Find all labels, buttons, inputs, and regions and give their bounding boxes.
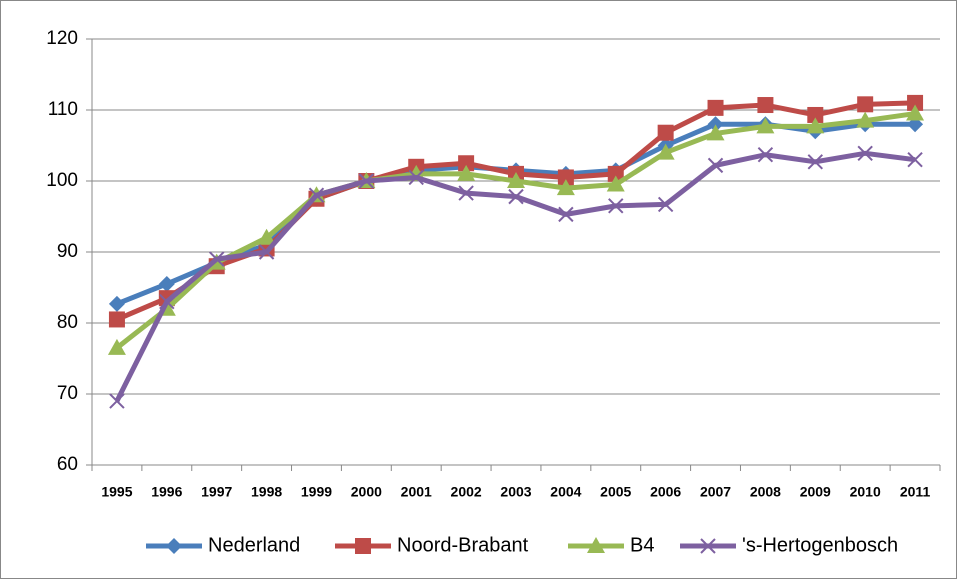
legend-item: Noord-Brabant — [335, 534, 529, 556]
marker — [108, 311, 125, 328]
marker — [857, 96, 874, 113]
x-tick-label: 2001 — [401, 484, 432, 500]
marker — [606, 175, 625, 192]
x-tick-label: 2007 — [700, 484, 731, 500]
x-tick-label: 2008 — [750, 484, 781, 500]
y-tick-label: 70 — [57, 383, 78, 404]
marker — [107, 338, 126, 355]
marker — [806, 117, 825, 134]
legend-item: B4 — [568, 534, 654, 556]
x-tick-label: 1998 — [251, 484, 282, 500]
marker — [457, 164, 476, 181]
marker — [756, 117, 775, 134]
marker — [159, 293, 175, 310]
marker — [608, 198, 624, 214]
y-tick-label: 100 — [46, 170, 78, 191]
marker — [508, 188, 524, 205]
y-tick-label: 120 — [46, 28, 78, 49]
marker — [907, 94, 924, 111]
x-tick-label: 2011 — [900, 484, 931, 500]
x-tick-label: 1999 — [301, 484, 332, 500]
marker — [355, 538, 371, 554]
marker — [587, 537, 605, 553]
marker — [856, 111, 875, 128]
legend-label: 's-Hertogenbosch — [742, 534, 898, 556]
x-tick-label: 1997 — [201, 484, 232, 500]
marker — [707, 116, 724, 133]
marker — [757, 97, 774, 114]
x-tick-label: 2000 — [351, 484, 382, 500]
x-tick-label: 2003 — [500, 484, 531, 500]
legend-label: Nederland — [208, 534, 300, 556]
marker — [857, 145, 873, 162]
marker — [408, 169, 424, 186]
y-tick-label: 60 — [57, 454, 78, 475]
marker — [656, 143, 675, 160]
y-tick-label: 110 — [48, 99, 78, 120]
marker — [657, 196, 674, 213]
marker — [907, 151, 923, 168]
marker — [700, 538, 716, 554]
legend-label: Noord-Brabant — [397, 534, 529, 556]
legend-label: B4 — [630, 534, 654, 556]
marker — [166, 538, 182, 554]
marker — [657, 124, 674, 141]
x-tick-label: 2009 — [800, 484, 831, 500]
marker — [507, 172, 525, 188]
x-tick-label: 2005 — [600, 484, 631, 500]
marker — [358, 173, 375, 189]
legend-item: Nederland — [146, 534, 300, 556]
marker — [308, 187, 325, 203]
marker — [706, 124, 725, 141]
y-tick-label: 90 — [57, 241, 78, 262]
legend-item: 's-Hertogenbosch — [680, 534, 898, 556]
x-tick-label: 2004 — [550, 484, 581, 500]
marker — [458, 185, 474, 201]
marker — [757, 147, 774, 163]
marker — [208, 251, 225, 267]
marker — [707, 157, 724, 174]
marker — [707, 99, 724, 116]
x-tick-label: 2006 — [650, 484, 681, 500]
marker — [558, 206, 574, 223]
marker — [258, 244, 275, 260]
marker — [257, 228, 276, 245]
marker — [557, 169, 574, 186]
marker — [158, 275, 175, 292]
marker — [807, 106, 824, 123]
marker — [807, 154, 824, 170]
x-tick-label: 1996 — [151, 484, 182, 500]
marker — [906, 104, 925, 121]
marker — [607, 165, 624, 182]
marker — [109, 393, 125, 409]
marker — [458, 155, 475, 172]
marker — [556, 179, 575, 196]
x-tick-label: 2002 — [451, 484, 482, 500]
y-tick-label: 80 — [57, 312, 78, 333]
x-tick-label: 1995 — [101, 484, 132, 500]
x-tick-label: 2010 — [850, 484, 881, 500]
marker — [108, 295, 125, 312]
